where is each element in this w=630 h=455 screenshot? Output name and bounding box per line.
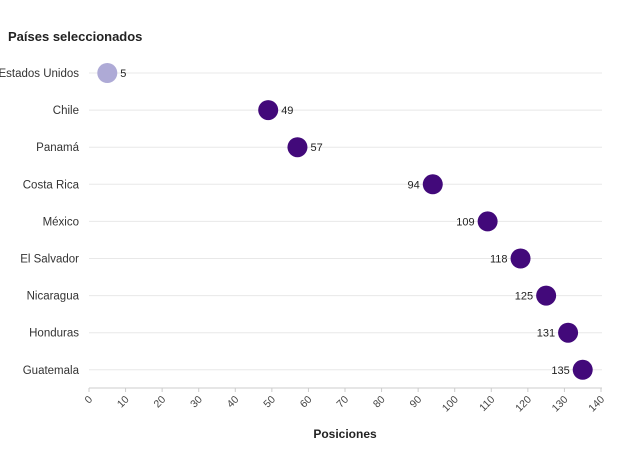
data-label: 94 [408,179,420,191]
data-point [422,174,443,195]
data-point [558,322,579,343]
x-tick-label: 130 [550,394,571,415]
data-label: 109 [456,216,474,228]
category-label: Panamá [36,142,79,154]
data-point [510,248,531,269]
data-label: 5 [120,68,126,80]
category-label: Estados Unidos [0,68,79,80]
x-axis-title: Posiciones [313,427,377,441]
data-label: 131 [537,328,555,340]
data-point [536,285,557,306]
category-label: Costa Rica [23,179,80,191]
x-tick-label: 10 [115,394,132,411]
x-tick-label: 60 [298,394,315,411]
x-axis: 0 10 20 30 40 50 60 70 80 90 100 110 120 130 140 [83,387,607,415]
x-tick-label: 100 [440,394,461,415]
x-tick-label: 50 [261,394,278,411]
data-label: 49 [281,105,293,117]
data-label: 118 [490,254,508,266]
grid [89,72,602,371]
category-label: Chile [53,105,79,117]
x-tick-label: 80 [371,394,388,411]
data-label: 125 [515,291,533,303]
x-tick-label: 90 [408,394,425,411]
data-label: 135 [551,365,569,377]
x-tick-label: 120 [513,394,534,415]
category-label: El Salvador [20,254,79,266]
x-tick-label: 110 [477,394,497,414]
data-point [477,211,498,232]
x-tick-label: 70 [334,394,351,411]
data-point [572,359,593,380]
x-tick-label: 140 [586,394,607,415]
category-label: Guatemala [23,365,80,377]
data-point [287,137,308,158]
x-tick-label: 30 [188,394,205,411]
category-label: Nicaragua [27,291,80,303]
data-points: 5 49 57 94 109 118 125 131 135 [97,63,593,380]
x-tick-label: 0 [83,394,96,407]
chart-title: Países seleccionados [8,29,142,44]
category-label: Honduras [29,328,79,340]
category-label: México [43,216,79,228]
data-point [97,63,118,83]
data-label: 57 [310,142,322,154]
data-point [258,100,279,121]
x-tick-label: 20 [152,394,169,411]
category-labels: Estados Unidos Chile Panamá Costa Rica Méxic… [0,68,80,377]
x-tick-label: 40 [225,394,242,411]
